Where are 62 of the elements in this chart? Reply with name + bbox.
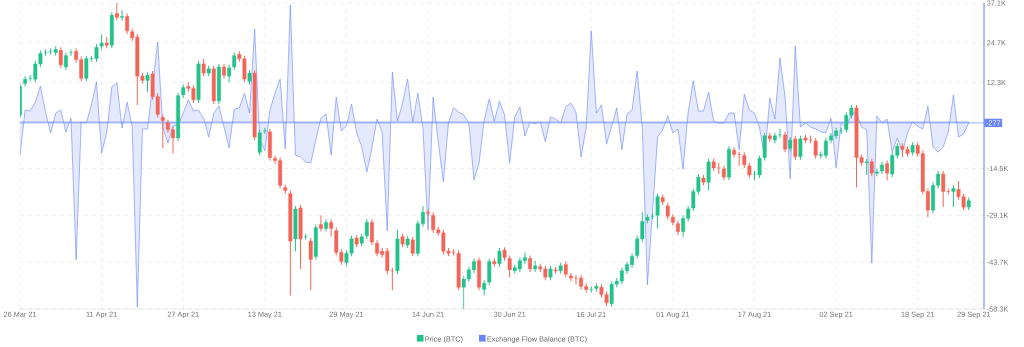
candlestick bbox=[160, 113, 165, 149]
candlestick bbox=[558, 262, 563, 275]
candlestick bbox=[313, 224, 318, 260]
candlestick bbox=[864, 158, 869, 176]
candlestick bbox=[910, 141, 915, 156]
candlestick bbox=[206, 65, 211, 77]
candlestick bbox=[655, 193, 660, 230]
candlestick bbox=[405, 235, 410, 249]
candlestick bbox=[941, 170, 946, 208]
candlestick bbox=[793, 135, 798, 161]
candlestick bbox=[410, 236, 415, 257]
candlestick bbox=[354, 234, 359, 248]
candlestick bbox=[109, 11, 114, 49]
candlestick bbox=[308, 237, 313, 291]
candlestick bbox=[553, 266, 558, 275]
candlestick bbox=[252, 69, 257, 141]
candlestick bbox=[660, 194, 665, 206]
candlestick bbox=[58, 46, 63, 69]
candlestick bbox=[211, 65, 216, 105]
candlestick bbox=[487, 258, 492, 286]
candlestick bbox=[757, 154, 762, 179]
candlestick bbox=[492, 258, 497, 268]
candlestick bbox=[594, 282, 599, 293]
candlestick bbox=[288, 190, 293, 297]
candlestick bbox=[563, 261, 568, 278]
candlestick bbox=[507, 254, 512, 278]
candlestick bbox=[181, 83, 186, 99]
candlestick bbox=[283, 183, 288, 195]
candlestick bbox=[548, 265, 553, 281]
candlestick bbox=[502, 246, 507, 262]
candlestick bbox=[798, 135, 803, 161]
candlestick bbox=[262, 127, 267, 135]
candlestick bbox=[196, 60, 201, 104]
candlestick bbox=[533, 260, 538, 273]
candlestick bbox=[701, 174, 706, 186]
candlestick bbox=[762, 132, 767, 162]
candlestick bbox=[645, 213, 650, 224]
candlestick bbox=[788, 136, 793, 152]
candlestick bbox=[201, 58, 206, 77]
candlestick bbox=[247, 69, 252, 85]
candlestick bbox=[84, 55, 89, 82]
candlestick bbox=[400, 233, 405, 248]
candlestick bbox=[395, 229, 400, 275]
candlestick bbox=[767, 132, 772, 143]
candlestick bbox=[99, 34, 104, 51]
candlestick bbox=[482, 279, 487, 297]
candlestick bbox=[298, 204, 303, 270]
candlestick bbox=[966, 197, 971, 211]
candlestick bbox=[293, 205, 298, 252]
candlestick bbox=[706, 158, 711, 192]
candlestick bbox=[813, 137, 818, 159]
candlestick bbox=[104, 36, 109, 49]
candlestick bbox=[665, 202, 670, 220]
candlestick bbox=[257, 129, 262, 156]
candlestick bbox=[951, 184, 956, 208]
candlestick bbox=[94, 43, 99, 63]
candlestick bbox=[803, 134, 808, 144]
candlestick bbox=[456, 249, 461, 291]
candlestick bbox=[145, 71, 150, 93]
candlestick bbox=[869, 158, 874, 177]
candlestick bbox=[497, 247, 502, 268]
candlestick bbox=[53, 45, 58, 57]
